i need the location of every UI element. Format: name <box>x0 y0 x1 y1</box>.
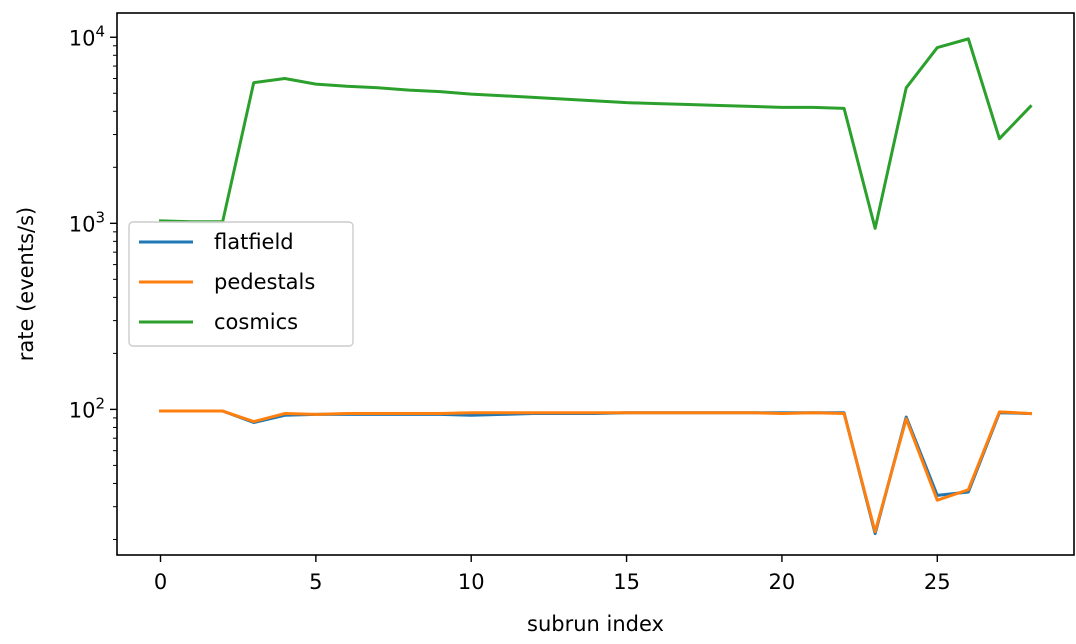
series-line-1 <box>159 409 1033 534</box>
series-line-2 <box>158 37 1033 230</box>
legend-label: cosmics <box>214 310 298 334</box>
legend: flatfield pedestals cosmics <box>128 221 354 347</box>
y-tick-label: 103 <box>69 208 105 236</box>
legend-box <box>128 221 354 347</box>
x-tick-label: 0 <box>154 570 167 594</box>
y-axis-label: rate (events/s) <box>14 207 38 362</box>
x-tick-label: 20 <box>769 570 796 594</box>
legend-label: flatfield <box>214 230 294 254</box>
plot-frame <box>116 12 1075 556</box>
y-tick-label: 102 <box>69 394 105 422</box>
legend-items: flatfield pedestals cosmics <box>139 230 315 334</box>
y-tick-label: 104 <box>69 22 105 50</box>
x-tick-label: 10 <box>458 570 485 594</box>
legend-label: pedestals <box>214 270 315 294</box>
series-layer <box>158 37 1033 536</box>
x-tick-label: 5 <box>309 570 322 594</box>
x-axis-label: subrun index <box>527 612 664 636</box>
x-tick-label: 25 <box>924 570 951 594</box>
x-tick-label: 15 <box>613 570 640 594</box>
ticks-layer: 0 5 10 15 20 25 102 103 104 <box>69 22 951 594</box>
